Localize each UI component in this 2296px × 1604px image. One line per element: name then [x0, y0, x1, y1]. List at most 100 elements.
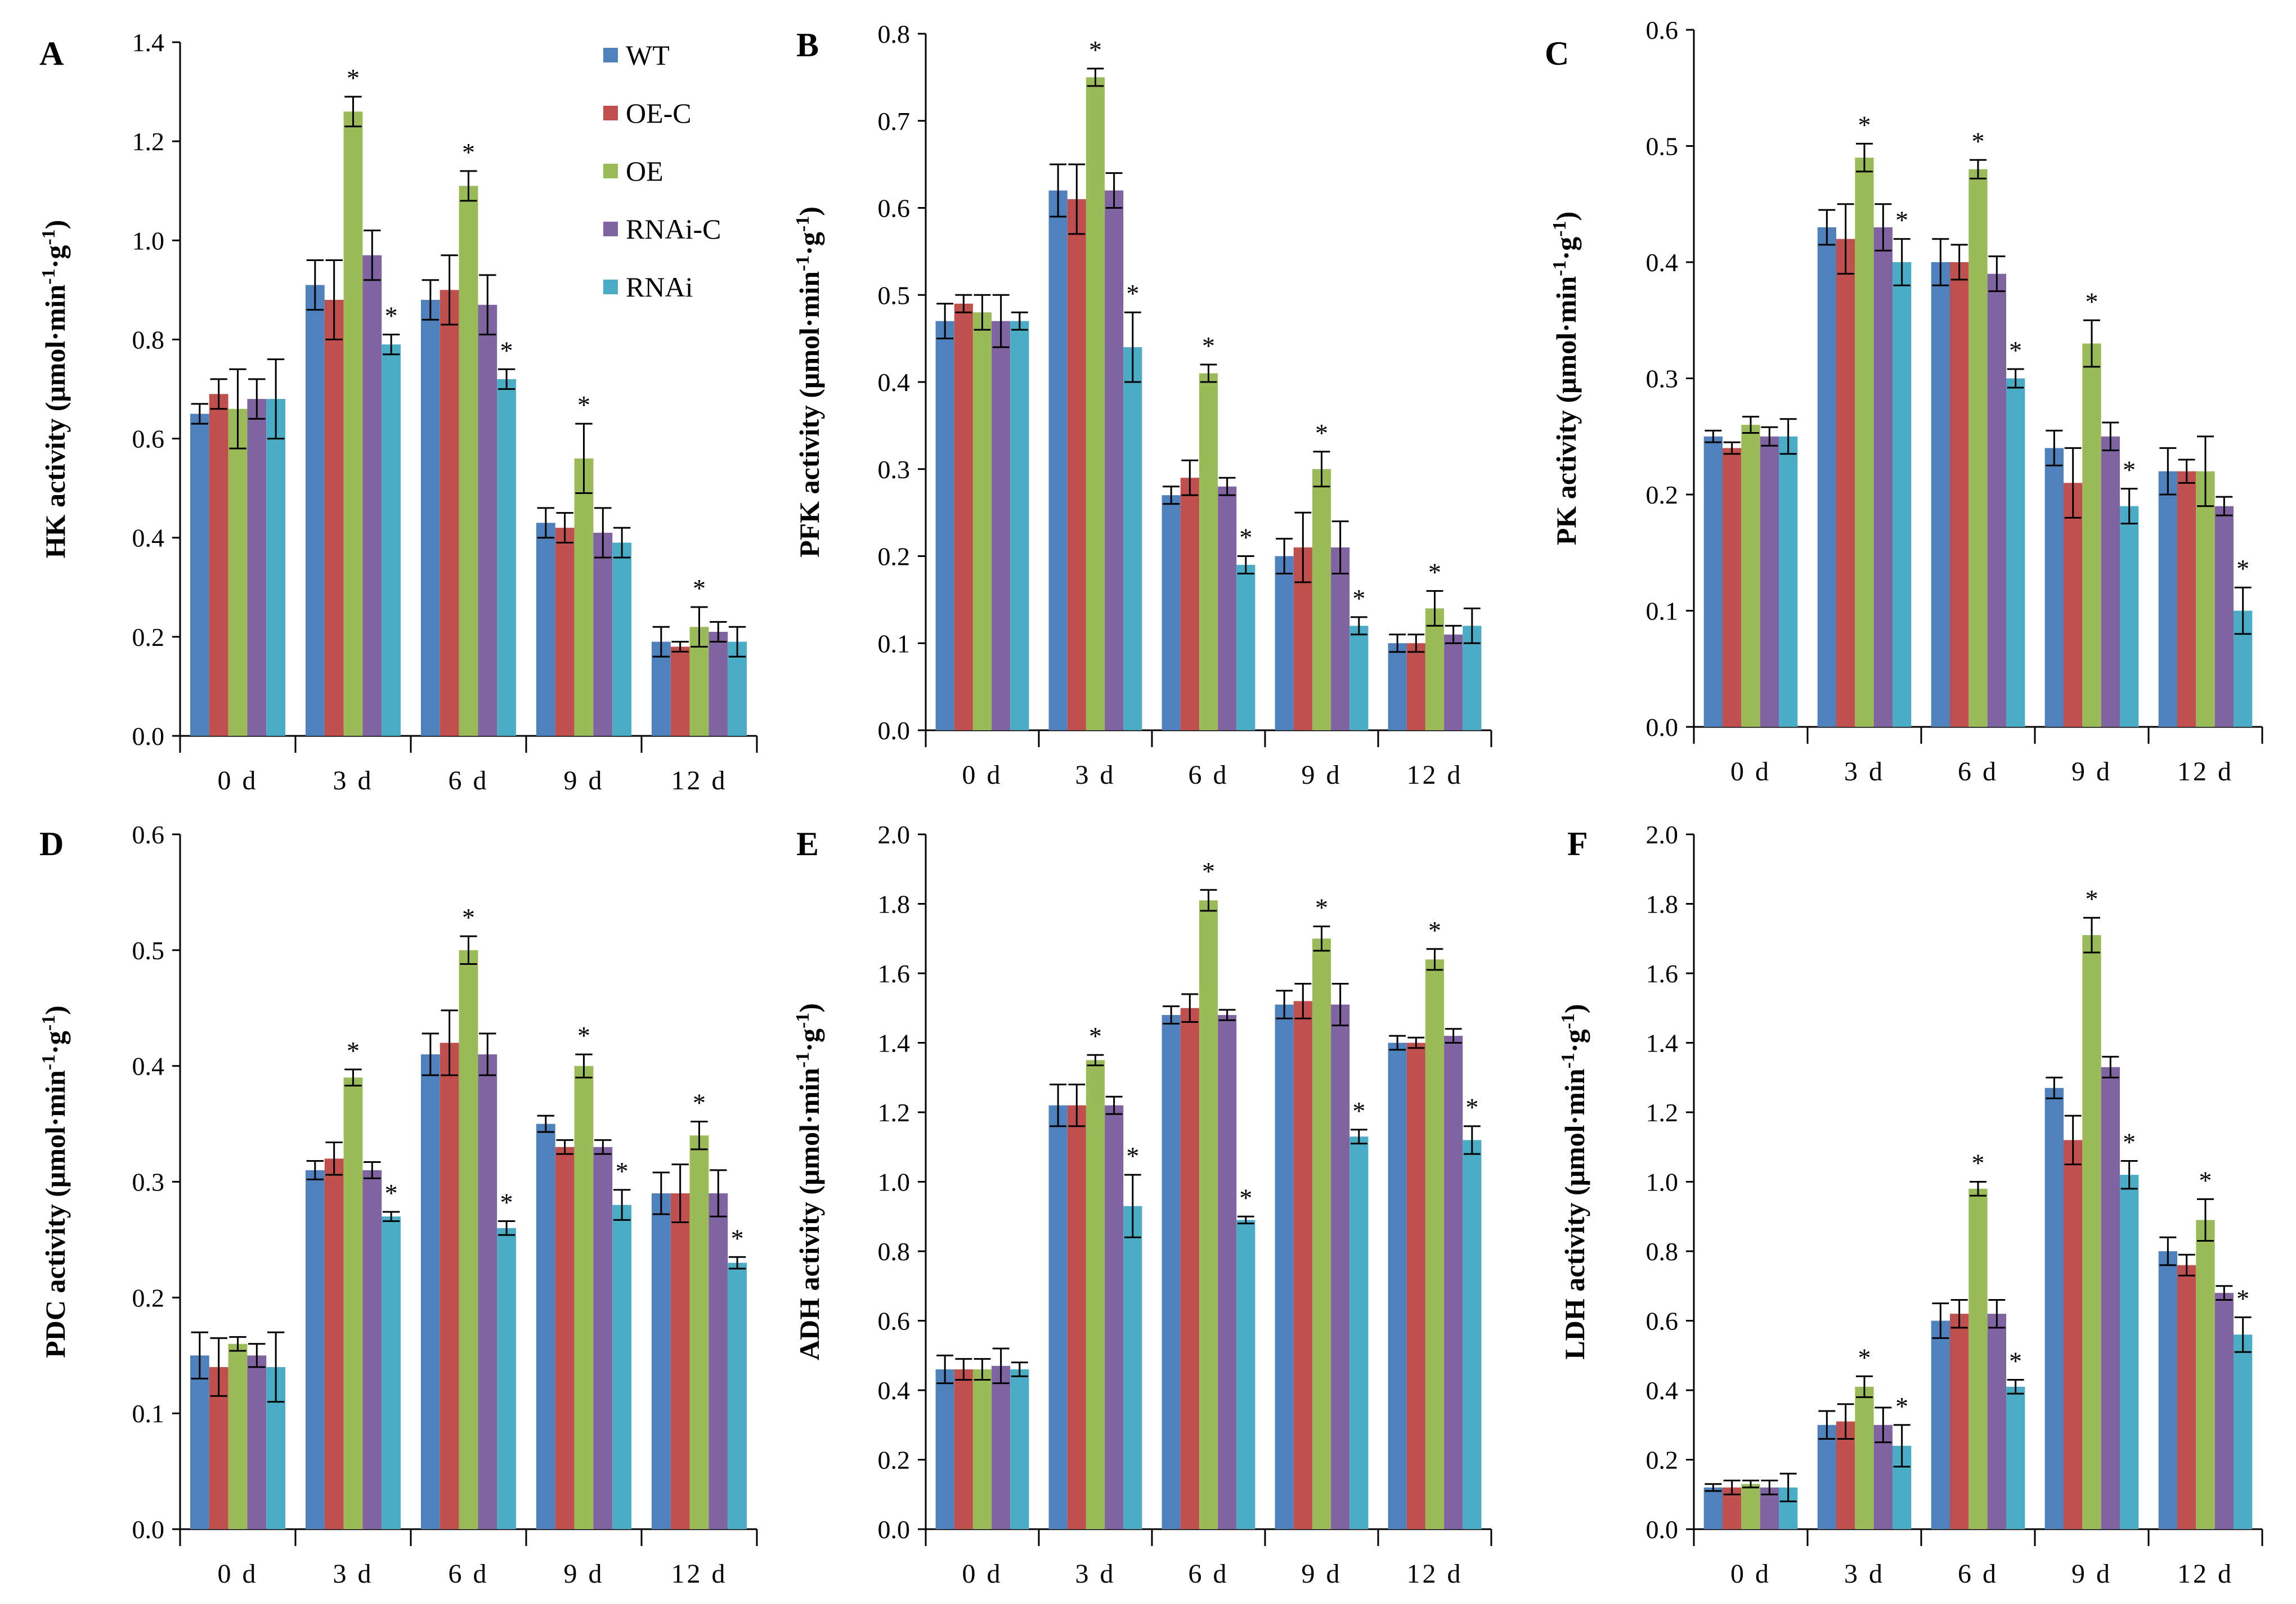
- bar-rnai: [1463, 1140, 1482, 1529]
- y-axis-label: PK activity (μmol·min-1·g-1): [1549, 212, 1582, 545]
- y-axis-label-part: ): [793, 206, 825, 216]
- y-tick-label: 0.7: [878, 107, 911, 136]
- significance-star: *: [1089, 1022, 1102, 1050]
- significance-star: *: [347, 1036, 360, 1065]
- significance-star: *: [1352, 584, 1365, 613]
- bar-oe: [972, 1369, 992, 1529]
- y-axis-label-superscript: -1: [38, 229, 59, 245]
- significance-star: *: [1895, 1392, 1908, 1421]
- bar-wt: [536, 1124, 555, 1529]
- bar-wt: [2158, 471, 2178, 727]
- x-tick-label: 9 d: [1302, 1559, 1342, 1589]
- significance-star: *: [1202, 331, 1215, 360]
- y-tick-label: 0.8: [132, 325, 165, 354]
- bar-rnai-c: [247, 399, 267, 736]
- bar-wt: [1388, 1043, 1407, 1529]
- bar-rnai-c: [362, 255, 382, 736]
- legend-swatch: [603, 164, 618, 178]
- y-tick-label: 0.8: [878, 1237, 911, 1266]
- bar-oe: [228, 1344, 248, 1529]
- significance-star: *: [2123, 456, 2136, 484]
- legend: WT OE-C OE RNAi-C RNAi: [603, 39, 721, 303]
- bar-rnai: [382, 344, 401, 736]
- y-axis-label-superscript: -1: [38, 268, 59, 284]
- bar-wt: [1275, 1004, 1294, 1529]
- y-tick-label: 0.2: [132, 623, 165, 652]
- bar-oe: [574, 1066, 594, 1529]
- bar-rnai: [1236, 1220, 1255, 1529]
- bar-oe: [343, 1077, 363, 1529]
- bar-oe-c: [440, 1043, 459, 1529]
- x-tick-label: 3 d: [333, 1559, 374, 1589]
- bar-rnai: [1010, 321, 1029, 730]
- significance-star: *: [1352, 1097, 1365, 1125]
- legend-label: RNAi: [626, 271, 693, 303]
- bar-wt: [1048, 1105, 1068, 1529]
- legend-label: OE: [626, 155, 663, 187]
- bar-rnai-c: [1444, 1036, 1463, 1529]
- significance-star: *: [1315, 893, 1328, 922]
- significance-star: *: [385, 302, 398, 330]
- bar-rnai: [2006, 1386, 2025, 1529]
- bar-oe-c: [1293, 1001, 1312, 1529]
- significance-star: *: [1239, 1183, 1252, 1212]
- bar-oe: [1199, 373, 1218, 730]
- panel-c: CPK activity (μmol·min-1·g-1)0.00.10.20.…: [1545, 16, 2263, 787]
- significance-star: *: [2009, 1346, 2022, 1375]
- bar-wt: [2044, 1088, 2064, 1529]
- bar-rnai: [2233, 1335, 2253, 1529]
- x-tick-label: 3 d: [1075, 1559, 1116, 1589]
- y-axis-label-superscript: -1: [792, 1013, 813, 1028]
- bar-wt: [305, 285, 325, 736]
- y-tick-label: 0.4: [132, 524, 165, 552]
- significance-star: *: [385, 1179, 398, 1207]
- bar-oe: [459, 186, 478, 736]
- bar-oe-c: [670, 646, 690, 736]
- bar-oe: [1312, 469, 1331, 730]
- significance-star: *: [347, 64, 360, 92]
- bar-wt: [1162, 495, 1181, 730]
- y-tick-label: 1.8: [1646, 890, 1679, 919]
- bar-rnai: [1892, 262, 1912, 727]
- significance-star: *: [693, 574, 706, 603]
- bar-wt: [1931, 1320, 1950, 1529]
- significance-star: *: [1202, 857, 1215, 886]
- bar-rnai: [728, 1262, 747, 1529]
- bar-rnai-c: [1987, 1314, 2006, 1529]
- y-axis-label-superscript: -1: [792, 216, 813, 232]
- bar-rnai: [1349, 1136, 1369, 1529]
- bar-wt: [190, 414, 209, 736]
- bar-rnai: [612, 1205, 632, 1529]
- y-tick-label: 0.6: [132, 820, 165, 849]
- y-tick-label: 0.0: [1646, 713, 1679, 742]
- y-axis-label-part: ): [1559, 1004, 1590, 1013]
- y-axis-label-superscript: -1: [1558, 1053, 1578, 1068]
- y-tick-label: 0.5: [878, 281, 911, 309]
- x-tick-label: 3 d: [333, 766, 374, 796]
- bar-oe: [1855, 1386, 1874, 1529]
- panel-a: AHK activity (μmol·min-1·g-1)0.00.20.40.…: [38, 28, 758, 796]
- legend-label: OE-C: [626, 97, 692, 129]
- bar-oe-c: [1180, 1008, 1199, 1529]
- bar-rnai: [2006, 378, 2025, 727]
- x-tick-label: 12 d: [1407, 760, 1463, 790]
- bar-rnai-c: [1105, 1105, 1124, 1529]
- bar-oe-c: [670, 1193, 690, 1529]
- y-axis-label-superscript: -1: [1549, 221, 1570, 237]
- bar-rnai: [1010, 1369, 1029, 1529]
- x-tick-label: 12 d: [1407, 1559, 1463, 1589]
- bar-oe-c: [555, 528, 575, 736]
- bar-oe-c: [1406, 1043, 1425, 1529]
- y-tick-label: 0.8: [878, 20, 911, 48]
- significance-star: *: [2236, 554, 2249, 583]
- y-tick-label: 1.6: [1646, 959, 1679, 988]
- bar-wt: [1048, 190, 1068, 730]
- y-tick-label: 0.0: [878, 1515, 911, 1544]
- y-tick-label: 0.4: [1646, 1376, 1679, 1405]
- y-tick-label: 0.2: [132, 1283, 165, 1312]
- x-tick-label: 0 d: [962, 760, 1003, 790]
- bar-rnai: [1123, 1206, 1142, 1529]
- y-axis-label-part: ·g: [39, 245, 71, 269]
